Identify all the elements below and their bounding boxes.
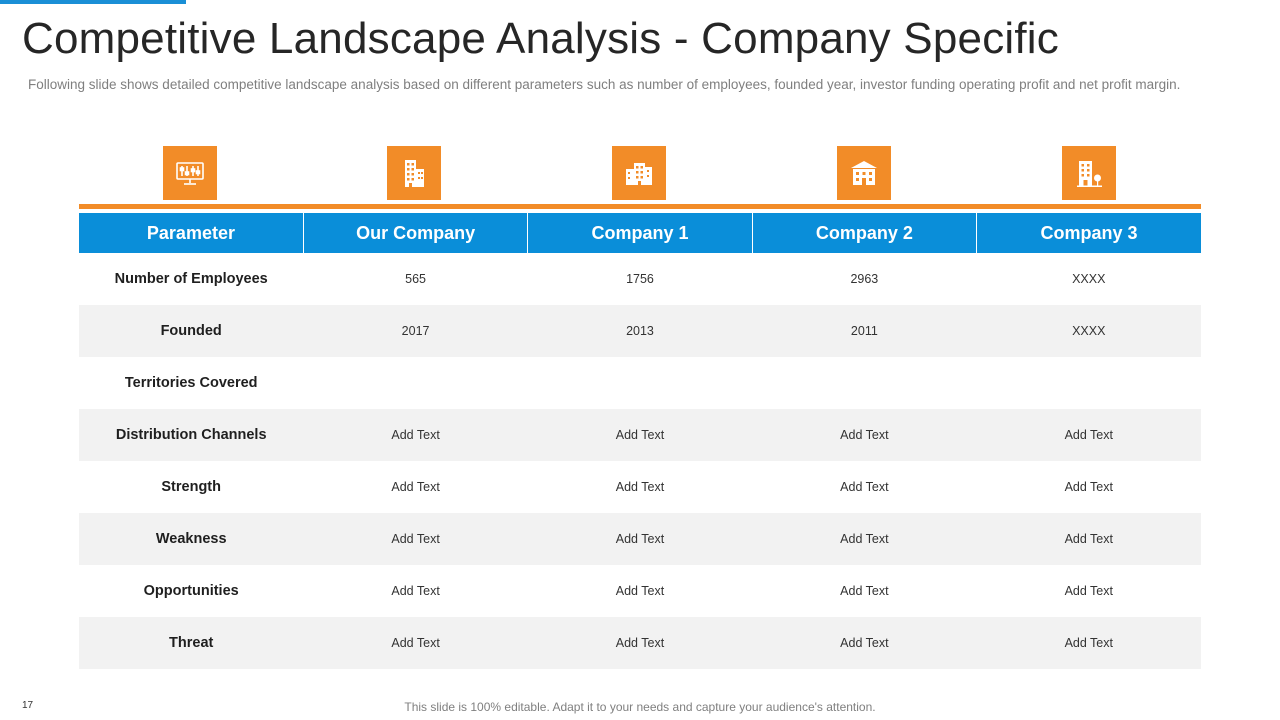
- row-parameter-label: Founded: [79, 305, 304, 357]
- city-buildings-icon: [612, 146, 666, 200]
- table-cell: XXXX: [976, 305, 1201, 357]
- table-cell: [528, 357, 752, 409]
- office-buildings-icon: [387, 146, 441, 200]
- table-cell: 2017: [303, 305, 528, 357]
- row-parameter-label: Distribution Channels: [79, 409, 304, 461]
- company-icon-row: [79, 146, 1201, 200]
- table-cell: [303, 357, 527, 409]
- table-row: Weakness Add Text Add Text Add Text Add …: [79, 513, 1201, 565]
- header-company-2: Company 2: [752, 213, 978, 253]
- table-cell: Add Text: [1064, 584, 1113, 598]
- table-cell: Add Text: [391, 584, 440, 598]
- header-parameter: Parameter: [79, 213, 304, 253]
- table-cell: Add Text: [976, 617, 1201, 669]
- table-cell: Add Text: [303, 513, 528, 565]
- footer-note: This slide is 100% editable. Adapt it to…: [404, 700, 876, 714]
- table-row: Number of Employees 565 1756 2963 XXXX: [79, 253, 1201, 305]
- table-cell: Add Text: [303, 409, 528, 461]
- page-number: 17: [22, 700, 34, 711]
- table-cell: Add Text: [391, 480, 440, 494]
- row-parameter-label: Number of Employees: [114, 271, 268, 287]
- table-cell: Add Text: [752, 513, 977, 565]
- table-cell: Add Text: [840, 584, 889, 598]
- table-cell: 2013: [527, 305, 753, 357]
- monitor-sliders-icon: [163, 146, 217, 200]
- comparison-table: Parameter Our Company Company 1 Company …: [79, 213, 1201, 669]
- table-cell: 1756: [626, 272, 654, 286]
- row-parameter-label: Weakness: [79, 513, 304, 565]
- top-accent-bar: [0, 0, 186, 4]
- table-row: Distribution Channels Add Text Add Text …: [79, 409, 1201, 461]
- table-row: Founded 2017 2013 2011 XXXX: [79, 305, 1201, 357]
- table-cell: Add Text: [615, 480, 665, 494]
- table-cell: Add Text: [752, 617, 977, 669]
- slide-title: Competitive Landscape Analysis - Company…: [22, 14, 1059, 63]
- table-cell: Add Text: [976, 409, 1201, 461]
- table-cell: Add Text: [615, 584, 665, 598]
- table-cell: Add Text: [527, 409, 753, 461]
- table-cell: 2011: [752, 305, 977, 357]
- slide-subtitle: Following slide shows detailed competiti…: [28, 77, 1181, 92]
- table-cell: Add Text: [976, 513, 1201, 565]
- table-cell: Add Text: [752, 409, 977, 461]
- row-parameter-label: Strength: [161, 479, 221, 495]
- table-row: Territories Covered: [79, 357, 1201, 409]
- table-cell: Add Text: [527, 617, 753, 669]
- table-header-row: Parameter Our Company Company 1 Company …: [79, 213, 1201, 253]
- row-parameter-label: Threat: [79, 617, 304, 669]
- table-cell: [752, 357, 976, 409]
- table-cell: Add Text: [840, 480, 889, 494]
- bank-building-icon: [837, 146, 891, 200]
- header-company-1: Company 1: [527, 213, 753, 253]
- table-cell: 565: [405, 272, 427, 286]
- row-parameter-label: Opportunities: [143, 583, 239, 599]
- table-row: Threat Add Text Add Text Add Text Add Te…: [79, 617, 1201, 669]
- row-parameter-label: Territories Covered: [124, 375, 258, 391]
- table-cell: Add Text: [1064, 480, 1113, 494]
- building-with-tree-icon: [1062, 146, 1116, 200]
- table-cell: Add Text: [303, 617, 528, 669]
- table-cell: Add Text: [527, 513, 753, 565]
- table-cell: XXXX: [1072, 272, 1106, 286]
- table-cell: 2963: [850, 272, 879, 286]
- table-row: Opportunities Add Text Add Text Add Text…: [79, 565, 1201, 617]
- orange-divider-line: [79, 204, 1201, 209]
- header-company-3: Company 3: [976, 213, 1201, 253]
- table-row: Strength Add Text Add Text Add Text Add …: [79, 461, 1201, 513]
- header-our-company: Our Company: [303, 213, 529, 253]
- table-cell: [977, 357, 1201, 409]
